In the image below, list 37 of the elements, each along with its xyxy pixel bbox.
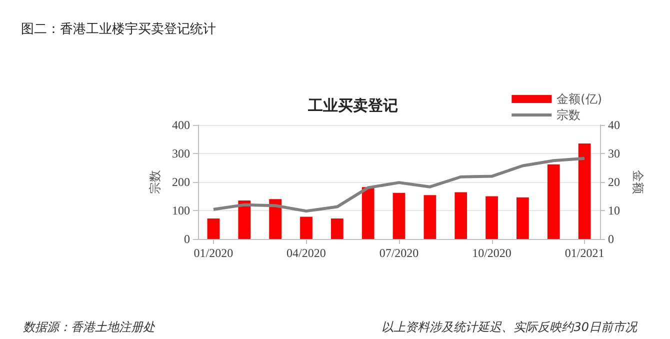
bar: [300, 216, 312, 239]
bar: [207, 218, 220, 239]
bar: [238, 200, 251, 239]
bar: [547, 164, 560, 239]
y2-tick-label: 10: [608, 204, 620, 218]
x-tick-label: 01/2020: [194, 246, 234, 260]
bar: [362, 187, 374, 239]
legend-label: 金额(亿): [556, 92, 602, 106]
line-series: [212, 156, 586, 213]
chart-title: 图二：香港工业楼宇买卖登记统计: [21, 21, 216, 37]
bar: [578, 144, 591, 239]
y-axis-title: 宗数: [148, 170, 162, 194]
text: 以上资料涉及统计延迟、实际反映约30日前市况: [382, 320, 638, 334]
bar: [454, 192, 468, 239]
y-tick-label: 200: [172, 175, 190, 189]
y-tick-label: 100: [172, 204, 190, 218]
legend-label: 宗数: [556, 108, 581, 122]
y2-axis-title: 金额: [631, 170, 645, 194]
chart-subtitle: 工业买卖登记: [307, 96, 398, 114]
x-tick-label: 01/2021: [564, 246, 604, 260]
y-tick-label: 0: [184, 232, 190, 246]
x-tick-label: 10/2020: [472, 246, 512, 260]
y-tick-label: 400: [172, 118, 190, 132]
bar: [516, 197, 529, 239]
x-tick-label: 04/2020: [286, 246, 326, 260]
bar: [269, 199, 282, 239]
y-tick-label: 300: [172, 146, 190, 160]
y2-tick-label: 30: [608, 146, 620, 160]
bar: [330, 218, 344, 239]
bar: [486, 196, 498, 239]
y2-tick-label: 40: [608, 118, 620, 132]
bar: [424, 195, 436, 239]
bar: [392, 192, 406, 239]
y2-tick-label: 0: [608, 232, 614, 246]
text: 数据源：香港土地注册处: [23, 320, 156, 334]
y2-tick-label: 20: [608, 175, 620, 189]
x-tick-label: 07/2020: [379, 246, 419, 260]
